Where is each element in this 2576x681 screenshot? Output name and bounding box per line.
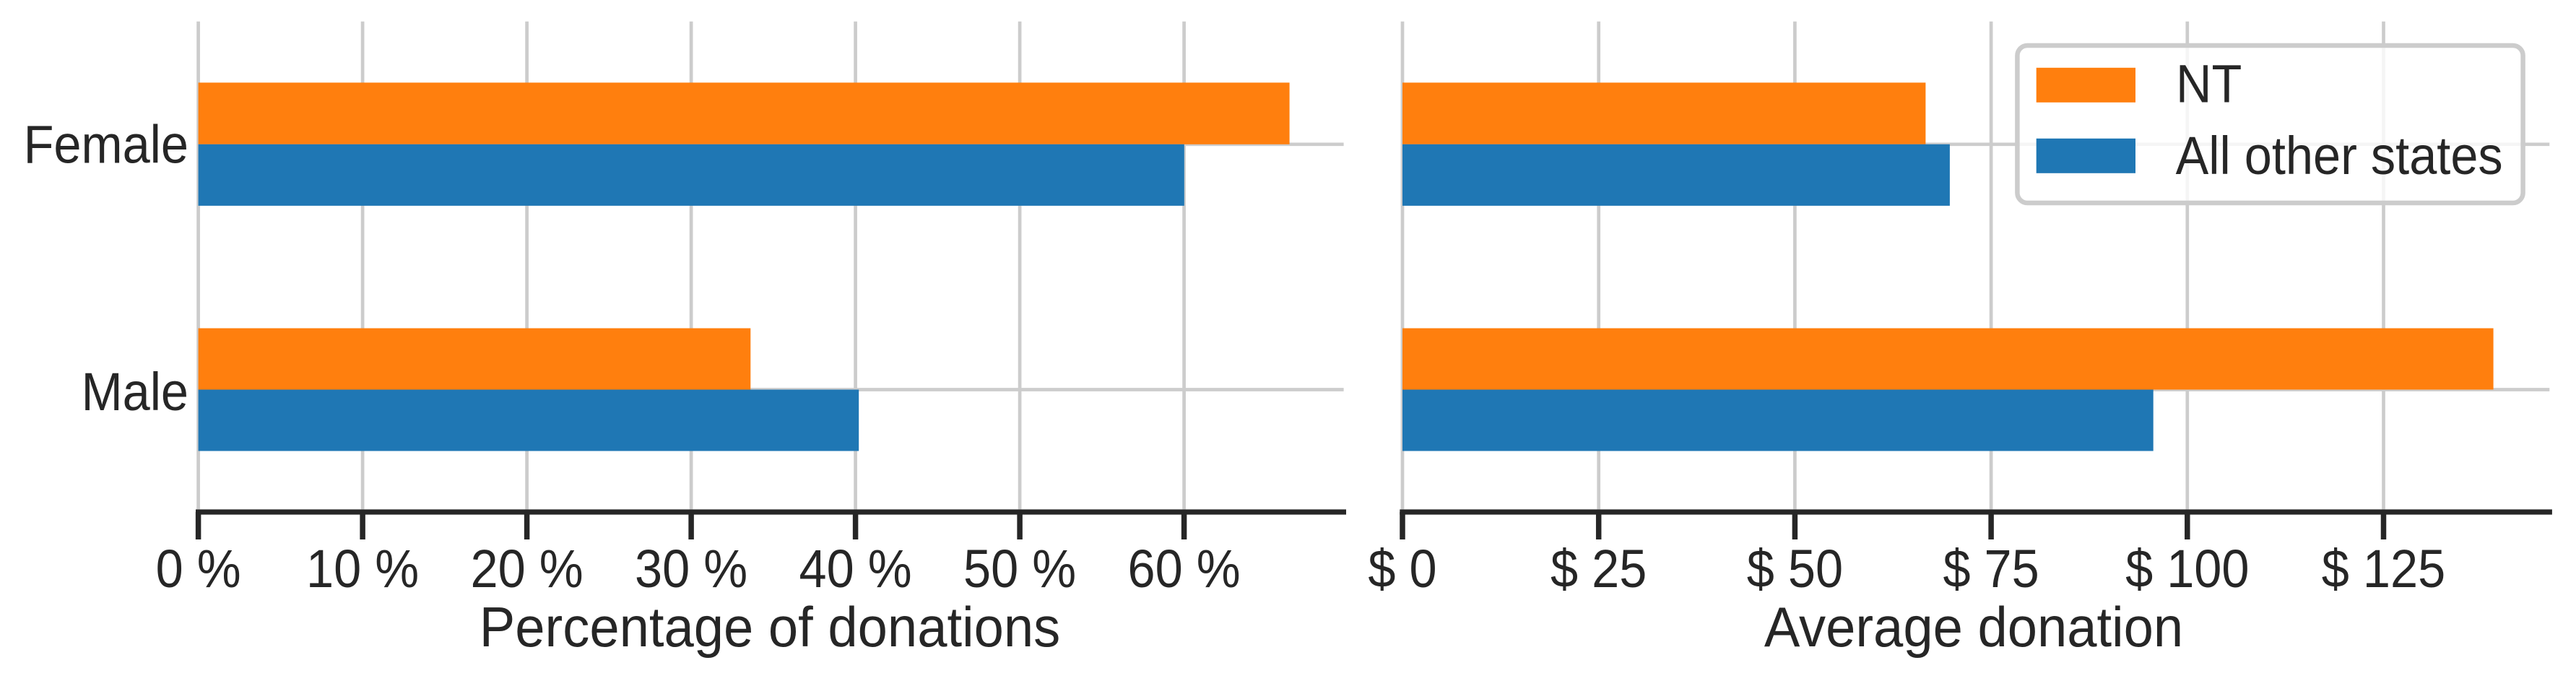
svg-text:Male: Male [82,362,188,422]
svg-text:60 %: 60 % [1128,539,1241,599]
svg-text:$ 25: $ 25 [1551,539,1647,599]
svg-text:Female: Female [24,115,188,175]
svg-text:20 %: 20 % [471,539,584,599]
svg-text:$ 125: $ 125 [2322,539,2445,599]
svg-text:10 %: 10 % [306,539,419,599]
svg-text:30 %: 30 % [635,539,747,599]
svg-text:Percentage of donations: Percentage of donations [480,597,1060,659]
svg-text:40 %: 40 % [799,539,912,599]
svg-text:NT: NT [2176,54,2242,114]
svg-text:0 %: 0 % [156,539,241,599]
svg-text:50 %: 50 % [963,539,1076,599]
svg-text:$ 50: $ 50 [1747,539,1843,599]
svg-text:All other states: All other states [2176,126,2503,186]
svg-text:$ 75: $ 75 [1943,539,2039,599]
svg-text:$ 100: $ 100 [2125,539,2249,599]
svg-text:Average donation: Average donation [1764,597,2183,659]
svg-text:$ 0: $ 0 [1368,539,1436,599]
